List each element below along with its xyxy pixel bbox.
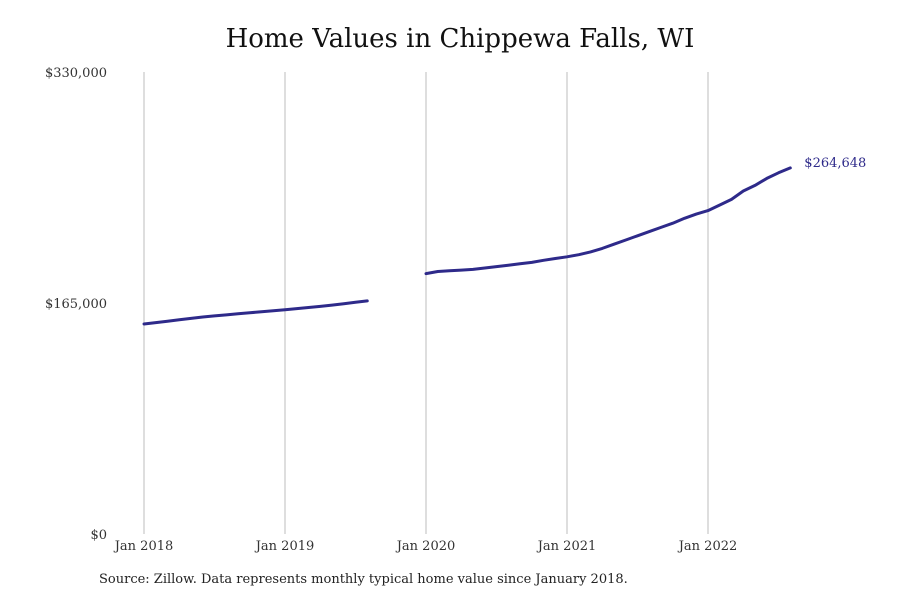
source-note: Source: Zillow. Data represents monthly … <box>99 572 628 587</box>
x-tick-label: Jan 2020 <box>395 539 456 554</box>
x-tick-label: Jan 2021 <box>536 539 597 554</box>
x-tick-label: Jan 2019 <box>254 539 315 554</box>
grid-lines <box>143 72 709 534</box>
series-line <box>142 166 792 326</box>
chart-title: Home Values in Chippewa Falls, WI <box>225 24 695 54</box>
x-tick-label: Jan 2022 <box>677 539 738 554</box>
series-layer <box>142 166 792 326</box>
x-axis-ticks: Jan 2018 Jan 2019 Jan 2020 Jan 2021 Jan 2022 <box>113 539 738 554</box>
y-tick-label: $165,000 <box>45 297 107 312</box>
y-axis-ticks: $0 $165,000 $330,000 <box>45 66 107 543</box>
x-tick-label: Jan 2018 <box>113 539 174 554</box>
end-value-label: $264,648 <box>804 156 866 171</box>
y-tick-label: $0 <box>90 528 107 543</box>
y-tick-label: $330,000 <box>45 66 107 81</box>
